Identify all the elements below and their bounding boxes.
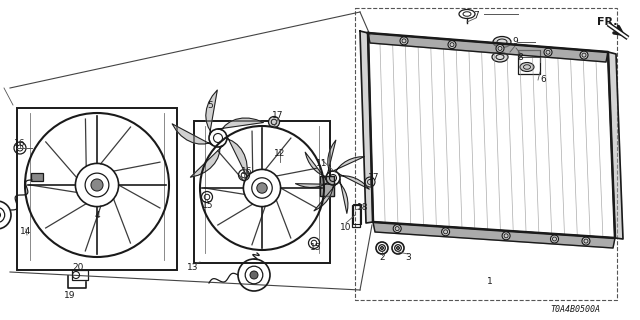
Bar [320,176,334,196]
Polygon shape [333,156,364,172]
Text: 13: 13 [188,262,199,271]
Polygon shape [206,90,218,135]
Circle shape [550,235,559,243]
Text: 18: 18 [357,204,369,212]
Text: 14: 14 [20,228,32,236]
Text: 5: 5 [207,101,213,110]
Bar [355,8,617,300]
Ellipse shape [520,62,534,71]
Text: 15: 15 [202,201,214,210]
Circle shape [496,44,504,52]
Polygon shape [296,183,330,188]
Bar [353,204,361,224]
Polygon shape [305,152,326,180]
Circle shape [502,232,510,240]
Text: 1: 1 [487,277,493,286]
Text: 9: 9 [512,37,518,46]
Circle shape [91,179,103,191]
Text: 11: 11 [316,158,328,167]
Bar [17,108,177,270]
Circle shape [400,37,408,45]
Text: FR.: FR. [597,17,618,27]
Text: 16: 16 [241,167,253,177]
Circle shape [442,228,450,236]
Bar [352,205,360,227]
Circle shape [580,51,588,59]
Ellipse shape [493,36,511,47]
Text: 10: 10 [340,222,352,231]
Text: 8: 8 [517,52,523,61]
Text: 7: 7 [473,11,479,20]
Text: 3: 3 [405,252,411,261]
Bar [72,270,88,280]
Polygon shape [339,174,369,189]
Bar [320,176,334,196]
Circle shape [393,225,401,233]
Circle shape [397,246,399,250]
Polygon shape [190,145,223,177]
Polygon shape [218,118,264,130]
Text: 4: 4 [94,211,100,220]
Polygon shape [172,124,212,145]
Circle shape [544,48,552,56]
Circle shape [257,183,268,193]
Text: 17: 17 [272,111,284,121]
Circle shape [250,271,258,279]
Polygon shape [328,140,336,174]
Bar [31,173,43,181]
Bar [194,121,330,263]
Ellipse shape [492,52,508,62]
Polygon shape [373,222,615,248]
Text: 20: 20 [72,262,84,271]
Text: 16: 16 [14,139,26,148]
Bar [518,50,540,74]
Text: 15: 15 [310,244,322,252]
Circle shape [448,41,456,49]
Circle shape [381,246,383,250]
Polygon shape [227,135,247,176]
Text: T0A4B0500A: T0A4B0500A [550,306,600,315]
Polygon shape [608,52,623,239]
Circle shape [582,237,590,245]
Text: 6: 6 [540,76,546,84]
Text: 12: 12 [275,148,285,157]
Text: 2: 2 [379,253,385,262]
Polygon shape [368,33,608,62]
Polygon shape [339,180,348,213]
Polygon shape [360,31,373,223]
Text: 19: 19 [64,291,76,300]
Text: 17: 17 [368,172,380,181]
Polygon shape [314,184,336,211]
Ellipse shape [269,116,280,127]
